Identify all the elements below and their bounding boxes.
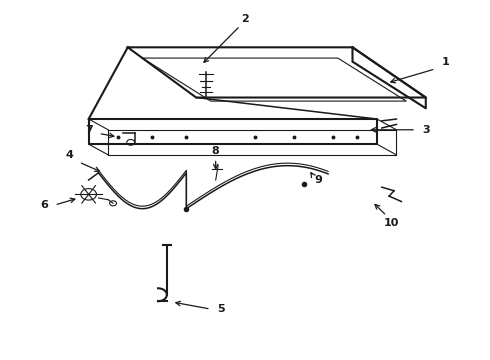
Text: 8: 8	[212, 146, 220, 156]
Text: 3: 3	[422, 125, 430, 135]
Text: 7: 7	[85, 125, 93, 135]
Text: 9: 9	[315, 175, 322, 185]
Text: 4: 4	[65, 150, 73, 160]
Text: 6: 6	[41, 200, 49, 210]
Text: 5: 5	[217, 304, 224, 314]
Text: 2: 2	[241, 14, 249, 24]
Text: 10: 10	[384, 218, 399, 228]
Text: 1: 1	[441, 57, 449, 67]
